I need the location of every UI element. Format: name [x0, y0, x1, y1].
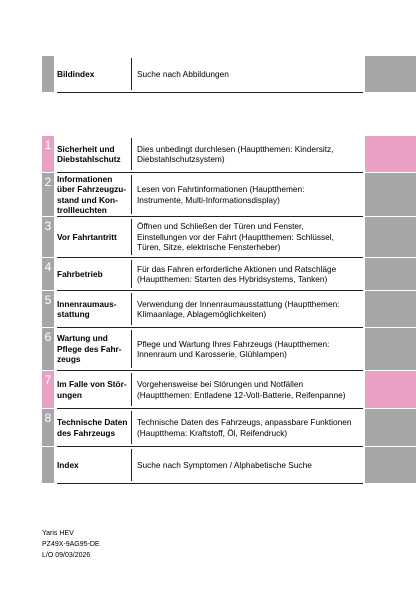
tab: [42, 371, 54, 408]
rule: [57, 92, 363, 93]
footer-line: Yaris HEV: [42, 530, 74, 537]
section-title: Wartung und Pflege des Fahr- zeugs: [57, 333, 122, 365]
rule: [57, 172, 363, 173]
section-title: Im Falle von Stör- ungen: [57, 379, 127, 400]
tab: [42, 173, 54, 216]
tab: [42, 291, 54, 327]
divider: [131, 260, 132, 288]
section-title: Index: [57, 459, 79, 470]
tab: [42, 56, 54, 92]
side-tab: [365, 136, 416, 172]
divider: [131, 293, 132, 325]
rule: [57, 483, 363, 484]
section-number: 7: [44, 373, 52, 387]
rule: [57, 290, 363, 291]
rule: [57, 327, 363, 328]
divider: [131, 330, 132, 368]
section-title: Vor Fahrtantritt: [57, 231, 117, 242]
side-tab: [365, 371, 416, 408]
side-tab: [365, 173, 416, 216]
tab: [42, 217, 54, 257]
divider: [131, 58, 132, 90]
rule: [57, 446, 363, 447]
tab: [42, 409, 54, 446]
tab: [42, 328, 54, 370]
section-description: Pflege und Wartung Ihres Fahrzeugs (Haup…: [137, 338, 330, 360]
tab: [42, 258, 54, 290]
section-description: Suche nach Symptomen / Alphabetische Suc…: [137, 459, 312, 470]
section-number: 3: [44, 219, 52, 233]
side-tab: [365, 409, 416, 446]
rule: [57, 216, 363, 217]
divider: [131, 449, 132, 481]
tab: [42, 447, 54, 483]
section-number: 4: [44, 260, 52, 274]
section-title: Innenraumaus- stattung: [57, 298, 117, 320]
section-description: Vorgehensweise bei Störungen und Notfäll…: [137, 379, 346, 400]
section-number: 1: [44, 138, 52, 152]
side-tab: [365, 447, 416, 483]
side-tab: [365, 56, 416, 92]
section-description: Technische Daten des Fahrzeugs, anpassba…: [137, 417, 352, 438]
section-description: Lesen von Fahrtinformationen (Haupttheme…: [137, 184, 305, 205]
divider: [131, 219, 132, 255]
side-tab: [365, 258, 416, 290]
tab: [42, 136, 54, 172]
section-title: Informationen über Fahrzeugzu- stand und…: [57, 173, 127, 216]
side-tab: [365, 217, 416, 257]
section-title: Sicherheit und Diebstahlschutz: [57, 143, 121, 165]
section-title: Technische Daten des Fahrzeugs: [57, 417, 128, 438]
section-title: Fahrbetrieb: [57, 268, 103, 279]
footer-line: PZ49X-9AG95-DE: [42, 541, 100, 548]
section-title: Bildindex: [57, 68, 95, 79]
side-tab: [365, 291, 416, 327]
divider: [131, 411, 132, 444]
section-description: Suche nach Abbildungen: [137, 68, 229, 79]
rule: [57, 408, 363, 409]
section-description: Verwendung der Innenraumausstattung (Hau…: [137, 298, 340, 320]
rule: [57, 257, 363, 258]
footer-line: L/O 09/03/2026: [42, 552, 91, 559]
section-description: Dies unbedingt durchlesen (Hauptthemen: …: [137, 143, 334, 165]
rule: [57, 370, 363, 371]
divider: [131, 373, 132, 406]
section-number: 5: [44, 293, 52, 307]
section-number: 2: [44, 175, 52, 189]
section-description: Für das Fahren erforderliche Aktionen un…: [137, 263, 337, 285]
section-number: 8: [44, 411, 52, 425]
section-number: 6: [44, 330, 52, 344]
side-tab: [365, 328, 416, 370]
divider: [131, 138, 132, 170]
section-description: Öffnen und Schließen der Türen und Fenst…: [137, 221, 334, 253]
divider: [131, 175, 132, 214]
